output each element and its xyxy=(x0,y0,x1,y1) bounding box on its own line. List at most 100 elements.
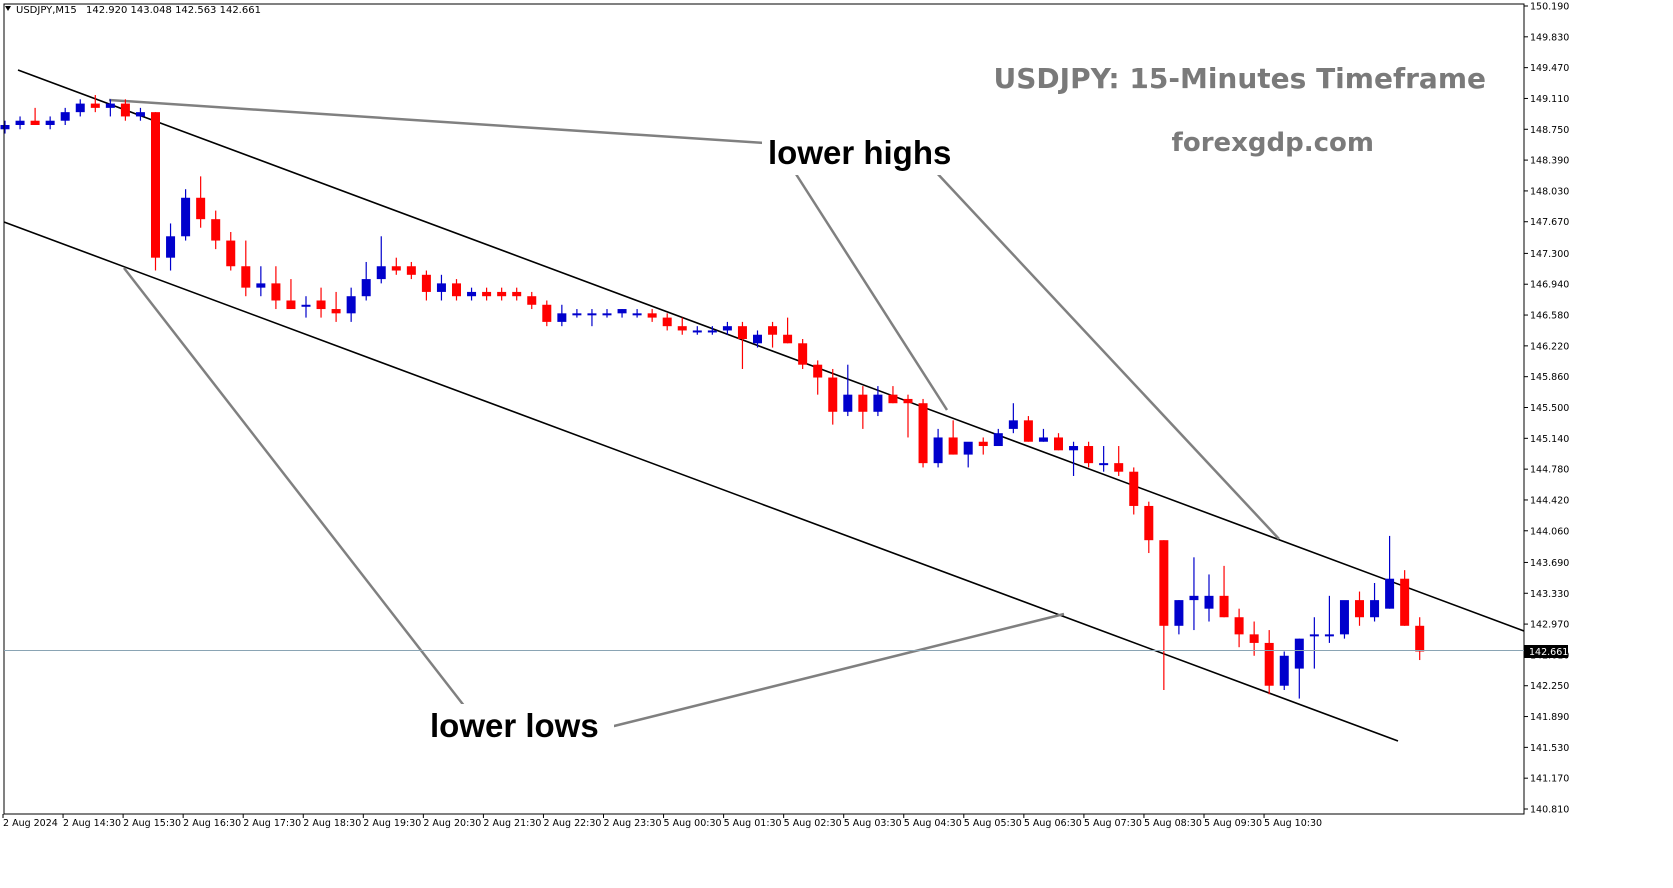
candle-body xyxy=(1370,600,1380,618)
candle-body xyxy=(753,334,762,344)
y-tick-label: 150.190 xyxy=(1530,2,1569,13)
candle-body xyxy=(1099,463,1109,466)
candle-body xyxy=(1038,437,1048,442)
x-tick-label: 5 Aug 07:30 xyxy=(1084,818,1142,829)
candle-body xyxy=(105,103,115,108)
candle-body xyxy=(452,283,461,297)
candle-body xyxy=(1324,634,1334,637)
lower-lows-connector-2 xyxy=(609,612,1065,729)
lower-highs-connector-2 xyxy=(792,170,949,411)
candle-body xyxy=(587,313,597,316)
x-tick-label: 5 Aug 04:30 xyxy=(904,818,962,829)
candle-body xyxy=(75,103,85,113)
lower-lows-label-bg xyxy=(424,704,614,748)
candle-body xyxy=(783,334,793,344)
chart-header: USDJPY,M15 142.920 143.048 142.563 142.6… xyxy=(5,5,261,16)
x-tick-label: 5 Aug 00:30 xyxy=(664,818,722,829)
candle-body xyxy=(1294,638,1304,669)
candle-body xyxy=(376,266,386,280)
y-tick-label: 146.940 xyxy=(1530,280,1569,291)
candle-body xyxy=(602,313,612,316)
candle-body xyxy=(722,326,732,331)
x-tick-label: 5 Aug 08:30 xyxy=(1144,818,1202,829)
candle-body xyxy=(286,300,296,310)
candle-body xyxy=(406,266,416,275)
y-tick-label: 147.300 xyxy=(1530,249,1569,260)
y-tick-label: 144.060 xyxy=(1530,526,1569,537)
chart-title: USDJPY: 15-Minutes Timeframe xyxy=(994,62,1487,95)
x-tick-label: 5 Aug 02:30 xyxy=(784,818,842,829)
candle-body xyxy=(888,394,898,404)
candle-body xyxy=(632,313,642,316)
candle-body xyxy=(1204,595,1214,609)
y-tick-label: 143.330 xyxy=(1530,589,1569,600)
x-tick-label: 5 Aug 09:30 xyxy=(1204,818,1262,829)
candle-body xyxy=(1084,446,1094,464)
y-tick-label: 149.830 xyxy=(1530,32,1569,43)
y-tick-label: 141.530 xyxy=(1530,743,1569,754)
candle-body xyxy=(271,283,281,301)
candle-body xyxy=(391,266,401,271)
candle-body xyxy=(813,364,823,378)
candle-body xyxy=(512,291,522,297)
candle-body xyxy=(798,343,808,365)
candle-body xyxy=(692,330,702,333)
lower-channel-line xyxy=(3,221,1399,742)
candle-body xyxy=(482,291,492,297)
candle-body xyxy=(45,120,55,125)
candle-body xyxy=(90,103,100,108)
x-tick-label: 2 Aug 17:30 xyxy=(243,818,301,829)
y-tick-label: 144.780 xyxy=(1530,465,1569,476)
lower-highs-label-bg xyxy=(762,131,962,175)
candle-body xyxy=(1234,617,1244,635)
lower-highs-label: lower highs xyxy=(768,134,951,171)
y-tick-label: 148.750 xyxy=(1530,125,1569,136)
y-tick-label: 146.220 xyxy=(1530,341,1569,352)
candle-body xyxy=(151,112,160,258)
y-tick-label: 149.470 xyxy=(1530,63,1569,74)
symbol-label: USDJPY,M15 xyxy=(16,5,77,16)
candle-body xyxy=(1400,578,1410,626)
y-tick-label: 145.500 xyxy=(1530,403,1569,414)
candle-body xyxy=(467,291,477,297)
candle-body xyxy=(527,296,537,305)
candle-body xyxy=(1279,655,1289,686)
candle-body xyxy=(1129,471,1139,506)
x-tick-label: 2 Aug 21:30 xyxy=(483,818,541,829)
plot-frame xyxy=(3,3,1525,815)
x-tick-label: 5 Aug 10:30 xyxy=(1264,818,1322,829)
candle-body xyxy=(903,398,913,404)
x-tick-label: 5 Aug 01:30 xyxy=(724,818,782,829)
y-tick-label: 142.970 xyxy=(1530,620,1569,631)
candle-body xyxy=(858,394,868,412)
candle-body xyxy=(166,236,176,258)
candle-body xyxy=(768,326,778,335)
candle-body xyxy=(1264,642,1274,686)
y-tick-label: 147.670 xyxy=(1530,217,1569,228)
candle-body xyxy=(948,437,958,455)
y-tick-label: 143.690 xyxy=(1530,558,1569,569)
candle-body xyxy=(421,274,431,292)
candle-body xyxy=(677,326,687,331)
x-tick-label: 2 Aug 22:30 xyxy=(543,818,601,829)
y-tick-label: 140.810 xyxy=(1530,805,1569,816)
candle-body xyxy=(316,300,326,310)
candle-body xyxy=(1069,446,1079,451)
candle-body xyxy=(60,112,70,121)
candle-body xyxy=(1114,463,1124,472)
lower-highs-connector-3 xyxy=(934,170,1280,540)
candle-body xyxy=(873,394,883,412)
candle-body xyxy=(15,120,25,125)
candle-body xyxy=(1054,437,1063,451)
lower-highs-connector-1 xyxy=(108,98,765,145)
candle-body xyxy=(617,309,627,314)
candle-body xyxy=(361,279,371,297)
candle-body xyxy=(1415,625,1425,652)
chevron-down-icon[interactable] xyxy=(5,6,11,11)
x-tick-label: 2 Aug 2024 xyxy=(3,818,58,829)
candle-body xyxy=(572,313,582,316)
candle-body xyxy=(1189,595,1199,601)
candle-body xyxy=(1159,540,1169,626)
candle-body xyxy=(737,326,747,340)
